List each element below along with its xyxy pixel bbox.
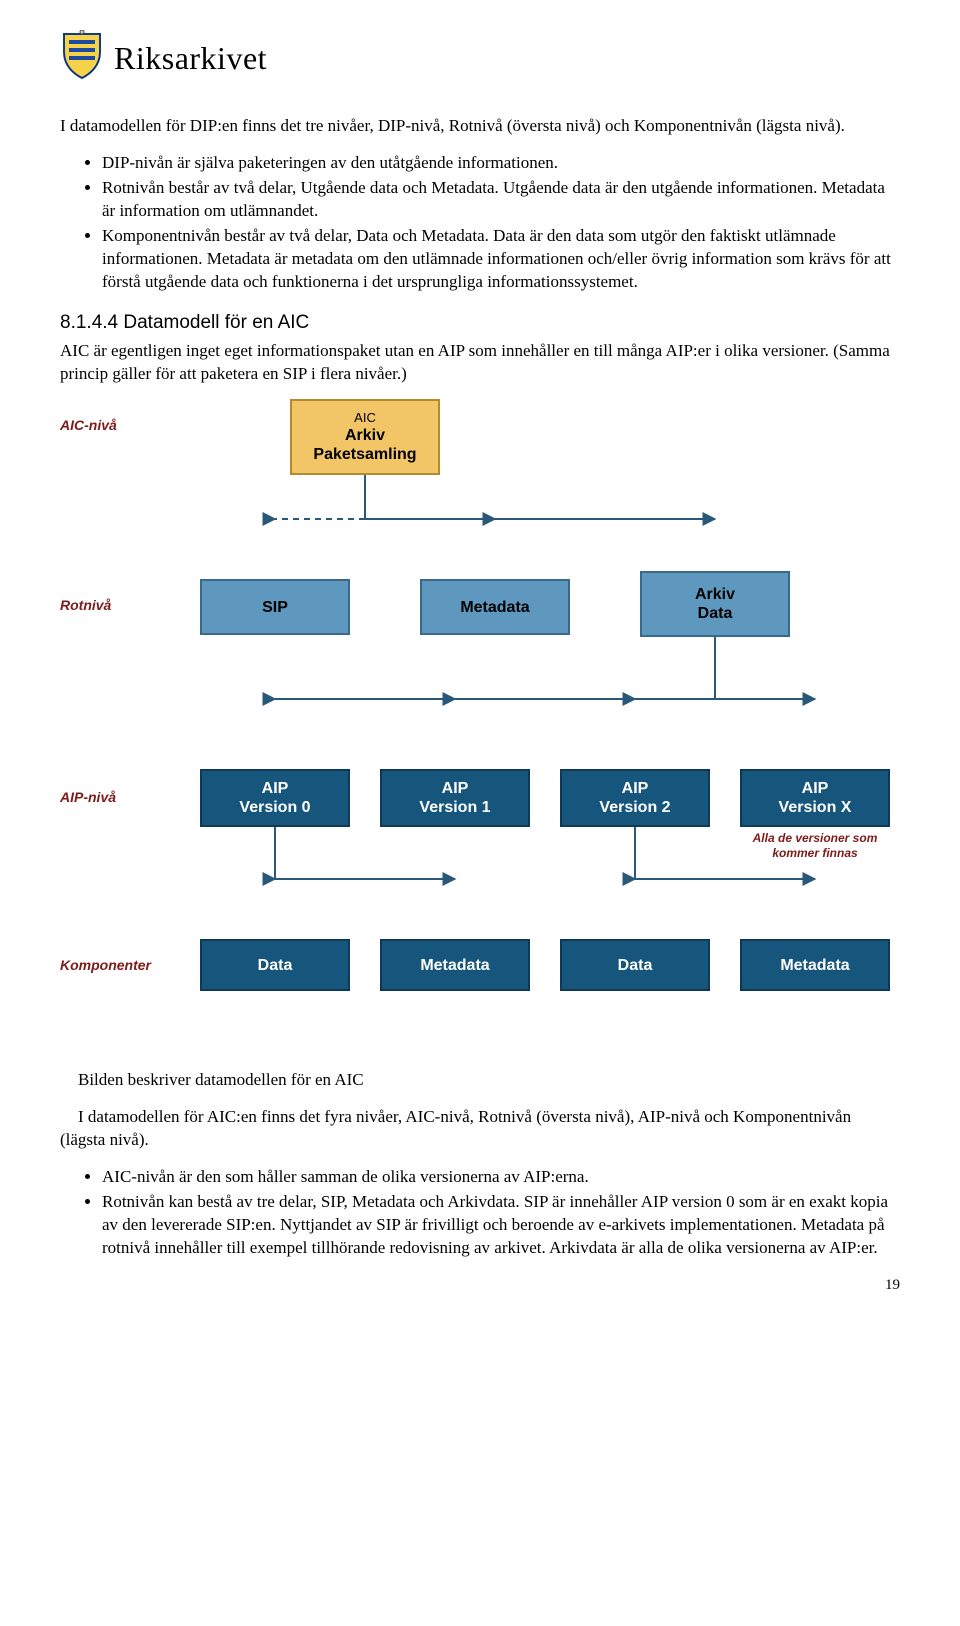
list-item: AIC-nivån är den som håller samman de ol… [102,1166,900,1189]
row-label-komp: Komponenter [60,957,151,973]
list-item: DIP-nivån är själva paketeringen av den … [102,152,900,175]
bullet-list-2: AIC-nivån är den som håller samman de ol… [60,1166,900,1260]
diagram-node-v1: AIPVersion 1 [380,769,530,827]
figure-caption: Bilden beskriver datamodellen för en AIC [78,1069,900,1092]
brand-name: Riksarkivet [114,40,267,77]
post-diagram-paragraph: I datamodellen för AIC:en finns det fyra… [60,1106,900,1152]
diagram-node-sip: SIP [200,579,350,635]
list-item: Komponentnivån består av två delar, Data… [102,225,900,294]
diagram-node-v2: AIPVersion 2 [560,769,710,827]
section-paragraph: AIC är egentligen inget eget information… [60,340,900,386]
section-heading: 8.1.4.4 Datamodell för en AIC [60,312,900,334]
page-header: Riksarkivet [60,30,900,87]
caption-version-x: Alla de versioner som kommer finnas [740,831,890,860]
aic-diagram: AIC-nivå Rotnivå AIP-nivå Komponenter AI… [60,399,900,1059]
list-item: Rotnivån består av två delar, Utgående d… [102,177,900,223]
diagram-node-arkiv: ArkivData [640,571,790,637]
row-label-aic: AIC-nivå [60,417,117,433]
intro-paragraph: I datamodellen för DIP:en finns det tre … [60,115,900,138]
row-label-rot: Rotnivå [60,597,111,613]
diagram-node-aic: AICArkivPaketsamling [290,399,440,475]
page-number: 19 [885,1277,900,1294]
diagram-node-meta1: Metadata [420,579,570,635]
diagram-node-vx: AIPVersion X [740,769,890,827]
list-item: Rotnivån kan bestå av tre delar, SIP, Me… [102,1191,900,1260]
diagram-node-m2: Metadata [380,939,530,991]
diagram-node-v0: AIPVersion 0 [200,769,350,827]
diagram-node-m3: Metadata [740,939,890,991]
row-label-aip: AIP-nivå [60,789,116,805]
crest-icon [60,30,104,87]
diagram-node-d1: Data [200,939,350,991]
diagram-node-d2: Data [560,939,710,991]
bullet-list-1: DIP-nivån är själva paketeringen av den … [60,152,900,294]
